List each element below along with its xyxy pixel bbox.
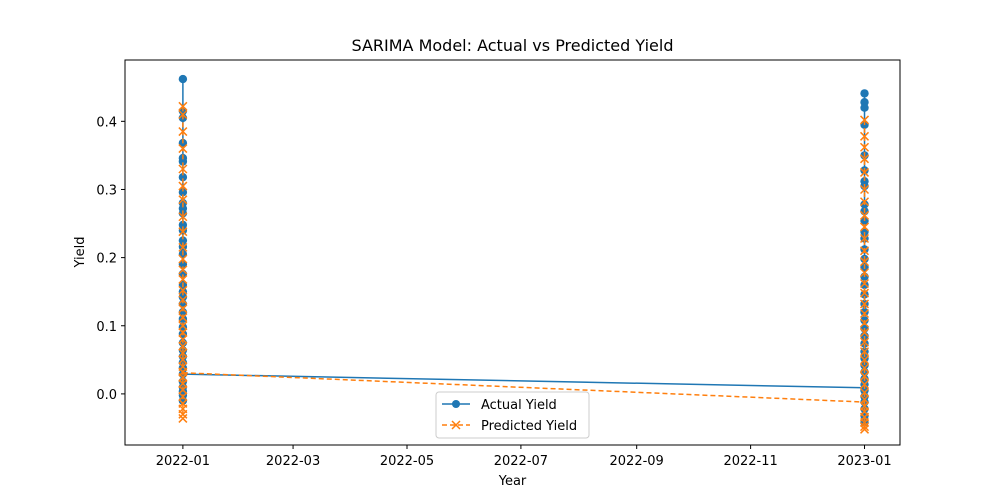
data-point	[178, 295, 188, 305]
data-point	[178, 304, 188, 314]
legend-actual-marker	[452, 400, 460, 408]
y-tick-label: 0.2	[96, 252, 117, 267]
data-point	[178, 409, 188, 419]
legend: Actual Yield Predicted Yield	[435, 391, 590, 439]
data-point	[859, 347, 870, 357]
data-point	[178, 236, 188, 245]
data-point	[178, 144, 188, 154]
legend-predicted-marker	[451, 420, 461, 430]
data-point	[859, 246, 870, 256]
y-tick-label: 0.1	[96, 320, 117, 335]
data-point	[859, 257, 870, 267]
data-point	[859, 184, 870, 194]
data-point	[178, 101, 188, 111]
data-point	[178, 385, 188, 395]
data-point	[178, 392, 188, 402]
data-point	[178, 413, 188, 423]
data-point	[860, 354, 869, 363]
x-tick-label: 2022-05	[380, 454, 434, 469]
data-point	[860, 339, 869, 348]
data-point	[859, 222, 870, 232]
data-point	[178, 285, 188, 295]
data-point	[859, 417, 870, 428]
data-point	[859, 424, 870, 434]
x-axis-label: Year	[498, 474, 527, 489]
x-tick-label: 2022-03	[266, 454, 320, 469]
x-tick-label: 2022-07	[494, 454, 548, 469]
data-point	[860, 103, 869, 112]
axes-frame	[124, 59, 901, 446]
x-tick-label: 2023-01	[837, 454, 891, 469]
data-point	[859, 355, 870, 365]
data-point	[859, 422, 870, 432]
data-point	[178, 341, 188, 351]
data-point	[178, 74, 188, 84]
x-tick-label: 2022-09	[610, 454, 664, 469]
legend-predicted-label: Predicted Yield	[481, 419, 577, 434]
data-point	[178, 334, 188, 344]
series-connecting-line	[182, 372, 865, 403]
data-point	[859, 142, 870, 152]
data-point	[859, 299, 870, 309]
data-point	[859, 394, 870, 404]
chart-title: SARIMA Model: Actual vs Predicted Yield	[352, 36, 674, 55]
series-connecting-line	[182, 373, 865, 389]
data-point	[178, 227, 188, 237]
data-point	[178, 265, 188, 275]
series-predicted-yield	[178, 101, 870, 434]
data-point	[178, 109, 188, 120]
data-point	[859, 388, 870, 398]
data-point	[178, 260, 188, 269]
y-tick-label: 0.3	[96, 183, 117, 198]
data-point	[178, 212, 188, 222]
x-tick-label: 2022-11	[723, 454, 777, 469]
data-point	[859, 371, 870, 381]
data-point	[859, 318, 870, 328]
data-point	[859, 337, 870, 347]
data-point	[178, 292, 188, 302]
data-point	[178, 254, 188, 264]
data-point	[859, 210, 870, 220]
x-tick-label: 2022-01	[156, 454, 210, 469]
data-point	[859, 308, 870, 319]
data-point	[178, 313, 188, 323]
data-point	[859, 115, 870, 125]
data-point	[178, 321, 188, 331]
data-point	[859, 268, 870, 278]
data-point	[859, 363, 870, 373]
data-point	[178, 274, 188, 284]
data-point	[178, 355, 188, 365]
data-point	[860, 290, 869, 299]
data-point	[859, 288, 870, 298]
data-point	[178, 157, 188, 166]
data-point	[859, 278, 870, 289]
data-point	[178, 328, 188, 338]
data-point	[859, 131, 870, 141]
data-point	[860, 361, 869, 370]
data-point	[178, 187, 188, 197]
y-tick-label: 0.4	[96, 115, 117, 130]
data-point	[860, 89, 869, 98]
data-point	[178, 164, 188, 174]
data-point	[178, 242, 188, 252]
data-point	[860, 386, 869, 395]
data-point	[178, 348, 188, 358]
plot-area	[178, 74, 870, 434]
y-tick-label: 0.0	[96, 388, 117, 403]
data-point	[859, 167, 870, 177]
legend-box	[435, 391, 590, 439]
data-point	[178, 195, 188, 205]
data-point	[859, 379, 870, 389]
y-axis-label: Yield	[73, 237, 88, 269]
data-point	[178, 127, 188, 137]
data-point	[859, 197, 870, 207]
data-point	[178, 181, 188, 191]
data-point	[859, 328, 870, 338]
data-point	[178, 173, 188, 182]
legend-actual-label: Actual Yield	[481, 398, 557, 413]
data-point	[859, 234, 870, 244]
data-point	[859, 154, 870, 164]
ticks: 2022-01 2022-03 2022-05 2022-07 2022-09 2022-…	[96, 115, 891, 469]
